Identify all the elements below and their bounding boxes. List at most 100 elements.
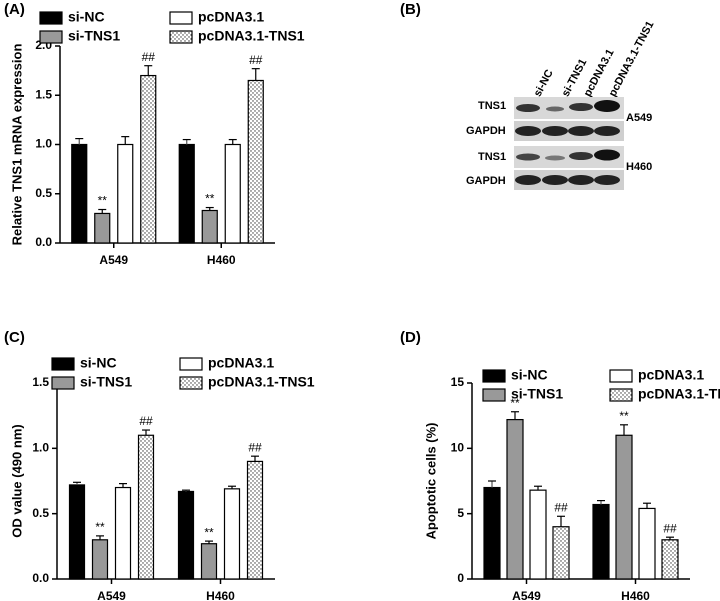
bar [117,143,134,244]
error-bar [144,65,153,76]
bar [140,74,157,244]
significance-label: ** [205,192,215,206]
significance-label: ** [204,525,214,539]
significance-label: ## [142,50,156,64]
error-bar [73,481,81,485]
western-blot: (B) si-NC si-TNS1 pcDNA3.1 pcDNA3.1-TNS1… [400,1,657,190]
legend-swatch [609,369,633,383]
legend-label: pcDNA3.1 [638,367,704,383]
error-bar [75,137,84,145]
bar [200,543,218,580]
bar [247,79,264,244]
y-tick-label: 0.0 [32,571,49,585]
x-tick-label: H460 [621,589,650,601]
row-label: GAPDH [466,175,506,187]
error-bar [205,540,213,544]
error-bar [182,138,191,145]
significance-label: ** [510,396,520,410]
panel-label: (B) [400,1,421,18]
significance-label: ## [249,53,263,67]
y-tick-label: 1.5 [32,375,49,389]
legend-swatch [609,388,633,402]
bar [506,418,524,580]
error-bar [96,535,104,540]
y-tick-label: 0.5 [32,506,49,520]
legend-label: si-TNS1 [80,374,132,390]
error-bar [534,485,542,491]
error-bar [98,208,107,214]
row-label: TNS1 [478,151,506,163]
legend-label: pcDNA3.1 [198,9,264,25]
y-tick-label: 1.0 [35,137,52,151]
error-bar [119,483,127,488]
chart: 0.0 0.5 1.0 1.5 OD value (490 nm) A549 ** ## H46… [9,355,314,601]
error-bar [121,136,130,145]
legend-label: pcDNA3.1 [208,355,274,371]
legend-swatch [39,11,63,25]
error-bar [251,455,259,462]
row-label: TNS1 [478,100,506,112]
significance-label: ## [554,500,568,514]
lane-label: si-NC [532,68,556,99]
chart: 0 5 10 15 Apoptotic cells (%) A549 ** ## H460 ** #… [423,367,720,601]
legend-swatch [482,388,506,402]
legend-swatch [179,357,203,371]
significance-label: ## [139,414,153,428]
y-tick-label: 1.0 [32,441,49,455]
significance-label: ** [95,520,105,534]
legend-label: pcDNA3.1-TNS1 [198,28,305,44]
panel-label: (C) [4,329,25,346]
panel-label: (A) [4,1,25,18]
error-bar [620,424,628,436]
y-tick-label: 5 [457,506,464,520]
y-tick-label: 0 [457,571,464,585]
error-bar [666,536,674,540]
y-axis-label: OD value (490 nm) [9,424,24,537]
cell-line-label: H460 [626,161,652,173]
x-tick-label: H460 [206,589,235,601]
bar [661,539,679,580]
significance-label: ** [98,194,108,208]
error-bar [511,411,519,420]
x-tick-label: A549 [97,589,126,601]
bar [91,539,109,580]
x-tick-label: A549 [512,589,541,601]
y-tick-label: 0.0 [35,235,52,249]
row-label: GAPDH [466,125,506,137]
legend-label: si-NC [80,355,117,371]
legend-swatch [179,376,203,390]
error-bar [228,485,236,489]
bar [68,484,86,580]
legend-label: pcDNA3.1-TNS1 [208,374,315,390]
error-bar [597,500,605,505]
error-bar [488,480,496,488]
bar [638,507,656,580]
bar [223,488,241,580]
cell-line-label: A549 [626,112,652,124]
y-axis-label: Relative TNS1 mRNA expression [9,44,24,246]
bands [515,100,620,185]
legend-swatch [51,376,75,390]
lane-label: pcDNA3.1-TNS1 [607,19,657,99]
error-bar [557,515,565,527]
bar [246,460,264,580]
blot-strip [514,146,624,168]
legend-label: si-TNS1 [68,28,120,44]
legend-swatch [169,11,193,25]
legend-swatch [39,30,63,44]
bar [201,209,218,244]
error-bar [182,489,190,492]
significance-label: ** [619,409,629,423]
error-bar [228,138,237,145]
bar [529,489,547,580]
panel-label: (D) [400,329,421,346]
y-tick-label: 15 [451,375,465,389]
error-bar [251,68,260,81]
error-bar [142,429,150,436]
bar [94,212,111,244]
significance-label: ## [663,521,677,535]
y-tick-label: 1.5 [35,87,52,101]
bar [592,503,610,580]
legend-label: si-NC [511,367,548,383]
